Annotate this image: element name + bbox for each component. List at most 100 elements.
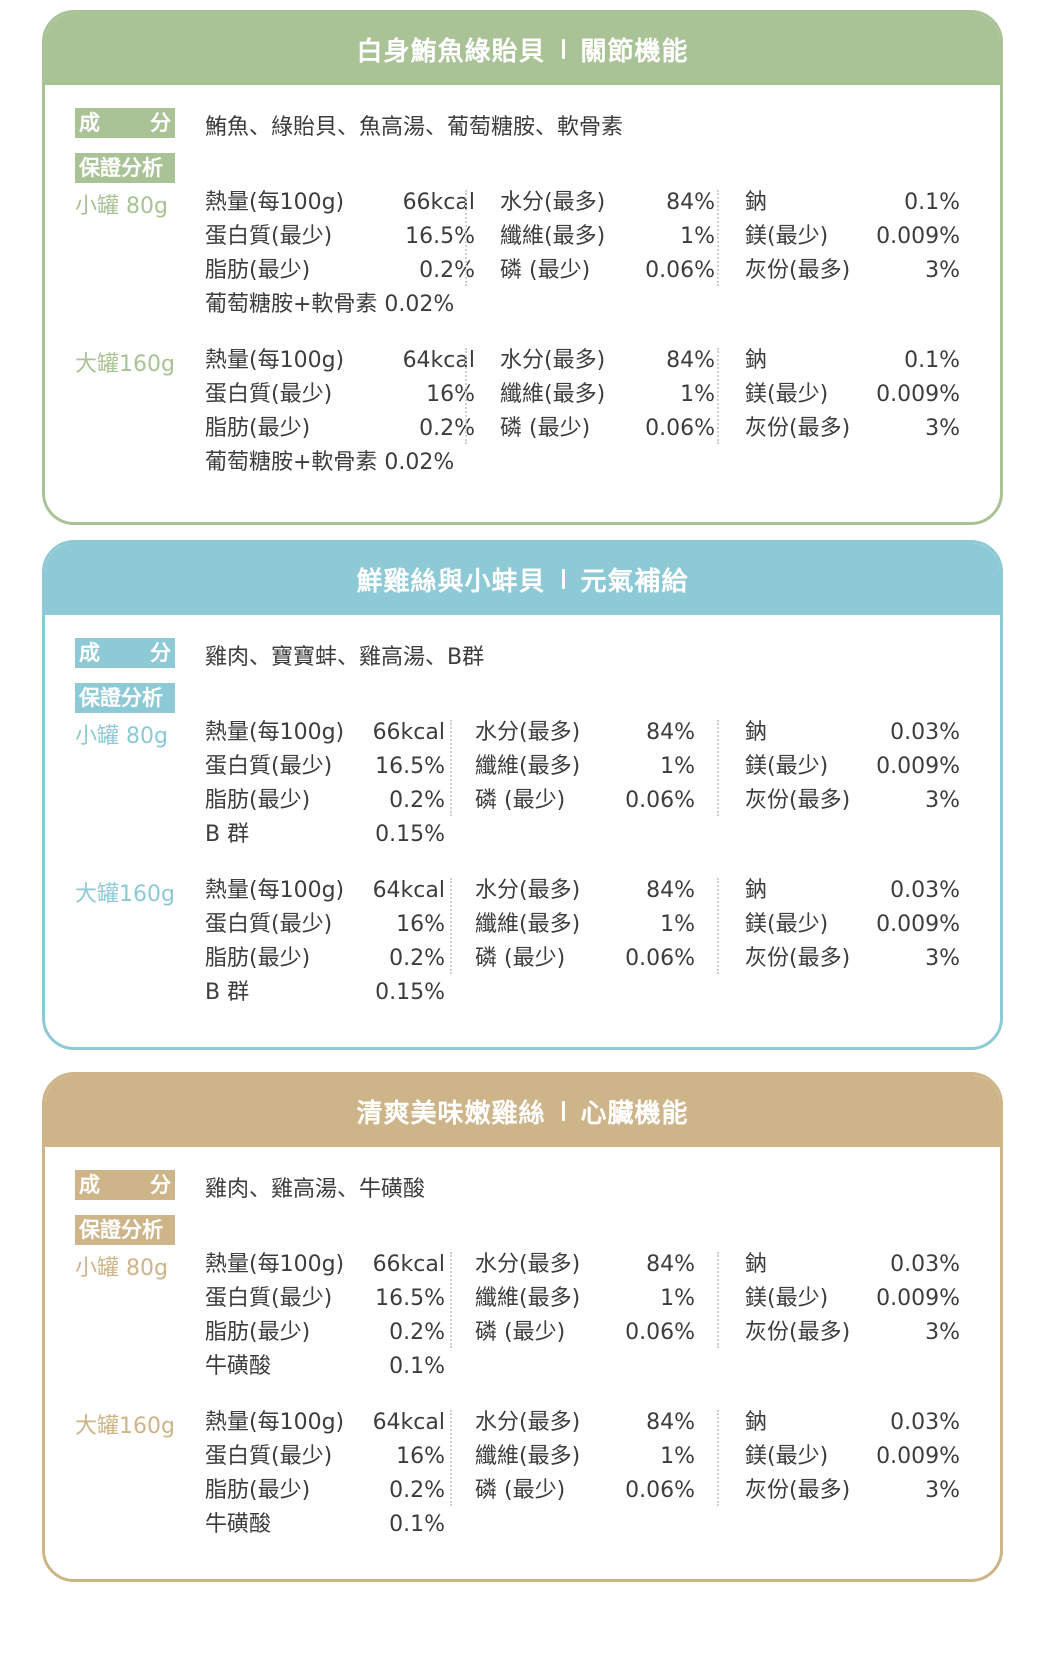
- nutrient-value: 0.1%: [389, 1512, 445, 1537]
- ingredients-tag-char: 分: [150, 111, 171, 135]
- nutrient-name: 水分(最多): [475, 1252, 581, 1277]
- nutrient-row: 鈉 0.03%: [745, 1406, 960, 1440]
- nutrient-value: 0.06%: [645, 258, 715, 283]
- nutrient-value: 16%: [396, 912, 445, 937]
- nutrient-value: 3%: [925, 946, 960, 971]
- nutrient-value: 0.06%: [625, 1478, 695, 1503]
- nutrient-name: 脂肪(最少): [205, 416, 311, 441]
- size-label: 大罐160g: [75, 1414, 175, 1439]
- ingredients-text: 雞肉、寶寶蚌、雞高湯、B群: [205, 645, 485, 670]
- card-title: 白身鮪魚綠貽貝: [356, 36, 546, 67]
- column-1: 熱量(每100g) 66kcal 蛋白質(最少) 16.5% 脂肪(最少) 0.2% 葡萄糖…: [205, 186, 475, 322]
- ingredients-tag-char: 成: [79, 111, 100, 135]
- column-3: 鈉 0.1% 鎂(最少) 0.009% 灰份(最多) 3%: [745, 344, 960, 446]
- size-label: 小罐 80g: [75, 724, 168, 749]
- column-1: 熱量(每100g) 66kcal 蛋白質(最少) 16.5% 脂肪(最少) 0.2% B 群…: [205, 716, 445, 852]
- column-2: 水分(最多) 84% 纖維(最多) 1% 磷 (最少) 0.06%: [475, 874, 695, 976]
- nutrient-row: 熱量(每100g) 66kcal: [205, 186, 475, 220]
- nutrient-name: 纖維(最多): [500, 224, 606, 249]
- column-3: 鈉 0.03% 鎂(最少) 0.009% 灰份(最多) 3%: [745, 1406, 960, 1508]
- nutrient-row: 脂肪(最少) 0.2%: [205, 1474, 445, 1508]
- nutrient-value: 1%: [660, 1286, 695, 1311]
- nutrient-name: 熱量(每100g): [205, 720, 345, 745]
- nutrient-row: 灰份(最多) 3%: [745, 1474, 960, 1508]
- dotted-divider: [717, 1252, 719, 1348]
- nutrient-name: 熱量(每100g): [205, 348, 345, 373]
- nutrient-value: 0.2%: [389, 1478, 445, 1503]
- nutrient-value: 0.009%: [876, 224, 960, 249]
- dotted-divider: [450, 1252, 452, 1348]
- nutrient-value: 0.06%: [625, 1320, 695, 1345]
- nutrient-name: 纖維(最多): [475, 912, 581, 937]
- nutrient-value: 1%: [660, 912, 695, 937]
- nutrient-name: 鈉: [745, 878, 768, 903]
- nutrient-row: 脂肪(最少) 0.2%: [205, 412, 475, 446]
- nutrient-value: 66kcal: [402, 190, 475, 215]
- card-header: 白身鮪魚綠貽貝 關節機能: [45, 13, 1000, 85]
- nutrient-name: 鈉: [745, 720, 768, 745]
- nutrient-row: 鎂(最少) 0.009%: [745, 378, 960, 412]
- nutrient-value: 0.06%: [625, 788, 695, 813]
- size-label: 小罐 80g: [75, 1256, 168, 1281]
- nutrient-row: 鎂(最少) 0.009%: [745, 750, 960, 784]
- nutrient-value: 0.1%: [389, 1354, 445, 1379]
- nutrient-value: 3%: [925, 1478, 960, 1503]
- nutrient-name: 纖維(最多): [475, 754, 581, 779]
- nutrient-value: 0.15%: [375, 822, 445, 847]
- column-1: 熱量(每100g) 66kcal 蛋白質(最少) 16.5% 脂肪(最少) 0.2% 牛磺酸…: [205, 1248, 445, 1384]
- nutrient-name: 脂肪(最少): [205, 788, 311, 813]
- column-1: 熱量(每100g) 64kcal 蛋白質(最少) 16% 脂肪(最少) 0.2% B 群 0.…: [205, 874, 445, 1010]
- nutrient-name: 纖維(最多): [475, 1444, 581, 1469]
- card-title: 鮮雞絲與小蚌貝: [356, 566, 546, 597]
- nutrient-row: 水分(最多) 84%: [500, 344, 715, 378]
- dotted-divider: [465, 348, 467, 444]
- column-1: 熱量(每100g) 64kcal 蛋白質(最少) 16% 脂肪(最少) 0.2% 葡萄糖胺+…: [205, 344, 475, 480]
- nutrient-value: 0.15%: [375, 980, 445, 1005]
- nutrient-name: 脂肪(最少): [205, 946, 311, 971]
- dotted-divider: [717, 878, 719, 974]
- column-2: 水分(最多) 84% 纖維(最多) 1% 磷 (最少) 0.06%: [475, 716, 695, 818]
- ingredients-text: 雞肉、雞高湯、牛磺酸: [205, 1177, 426, 1202]
- nutrient-value: 0.03%: [890, 1252, 960, 1277]
- analysis-tag: 保證分析: [75, 153, 175, 183]
- nutrient-name: 鈉: [745, 348, 768, 373]
- card-function: 關節機能: [580, 36, 689, 67]
- nutrient-row: 灰份(最多) 3%: [745, 784, 960, 818]
- column-3: 鈉 0.03% 鎂(最少) 0.009% 灰份(最多) 3%: [745, 716, 960, 818]
- nutrient-value: 3%: [925, 416, 960, 441]
- title-separator: [561, 569, 565, 589]
- nutrient-name: 脂肪(最少): [205, 1320, 311, 1345]
- ingredients-text: 鮪魚、綠貽貝、魚高湯、葡萄糖胺、軟骨素: [205, 115, 624, 140]
- nutrient-value: 0.06%: [645, 416, 715, 441]
- nutrient-name: 水分(最多): [475, 1410, 581, 1435]
- nutrient-row: 熱量(每100g) 64kcal: [205, 874, 445, 908]
- dotted-divider: [450, 878, 452, 974]
- nutrient-name: 磷 (最少): [475, 1320, 566, 1345]
- nutrient-row: 鈉 0.03%: [745, 1248, 960, 1282]
- nutrient-row: 磷 (最少) 0.06%: [500, 412, 715, 446]
- nutrient-row: 熱量(每100g) 64kcal: [205, 1406, 445, 1440]
- dotted-divider: [450, 720, 452, 816]
- nutrient-value: 64kcal: [402, 348, 475, 373]
- ingredients-tag: 成分: [75, 1170, 175, 1200]
- nutrient-row: 磷 (最少) 0.06%: [475, 942, 695, 976]
- nutrient-name: 鈉: [745, 190, 768, 215]
- dotted-divider: [465, 190, 467, 286]
- nutrient-value: 16.5%: [405, 224, 475, 249]
- nutrient-value: 0.03%: [890, 720, 960, 745]
- nutrient-row: 纖維(最多) 1%: [500, 378, 715, 412]
- nutrient-value: 0.03%: [890, 1410, 960, 1435]
- analysis-tag: 保證分析: [75, 683, 175, 713]
- nutrient-name: 熱量(每100g): [205, 190, 345, 215]
- size-label: 大罐160g: [75, 352, 175, 377]
- nutrient-name: 纖維(最多): [475, 1286, 581, 1311]
- dotted-divider: [717, 348, 719, 444]
- nutrient-row: 熱量(每100g) 66kcal: [205, 1248, 445, 1282]
- column-2: 水分(最多) 84% 纖維(最多) 1% 磷 (最少) 0.06%: [500, 344, 715, 446]
- nutrient-row: 鎂(最少) 0.009%: [745, 1282, 960, 1316]
- nutrient-name: 鎂(最少): [745, 912, 829, 937]
- nutrient-row: 灰份(最多) 3%: [745, 1316, 960, 1350]
- nutrient-value: 66kcal: [372, 1252, 445, 1277]
- nutrient-row: 蛋白質(最少) 16%: [205, 378, 475, 412]
- nutrient-name: 蛋白質(最少): [205, 224, 333, 249]
